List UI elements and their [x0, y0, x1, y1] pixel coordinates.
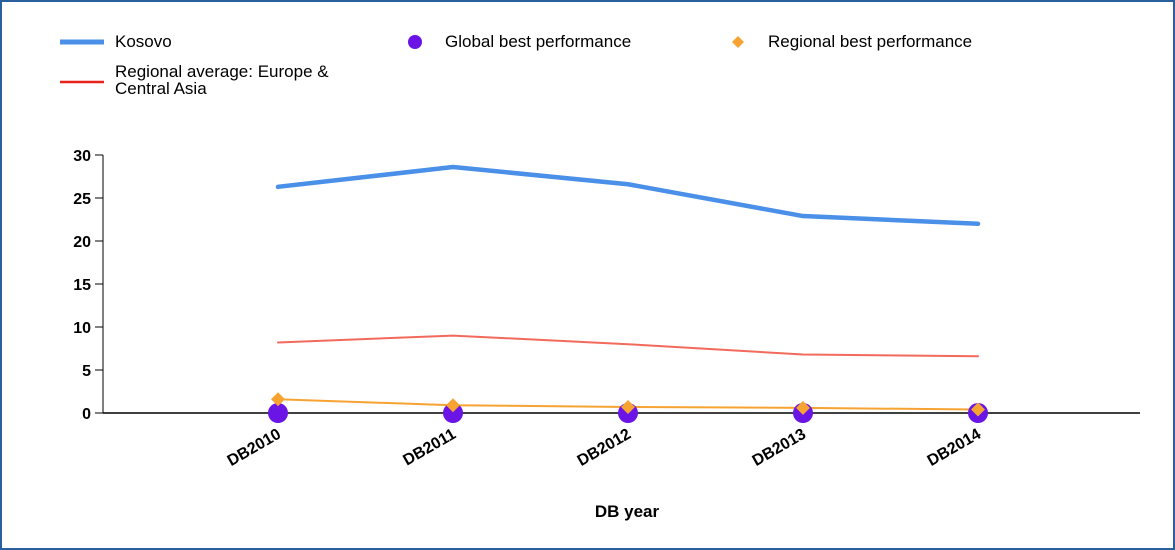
- x-tick-label: DB2012: [575, 426, 634, 470]
- series-marker: [621, 399, 635, 414]
- y-tick-label: 5: [82, 363, 91, 380]
- series-marker: [971, 402, 985, 417]
- series-marker: [443, 403, 463, 423]
- legend-label: Kosovo: [115, 32, 172, 51]
- series-line: [277, 334, 979, 358]
- x-tick-label: DB2014: [925, 426, 984, 470]
- series-marker: [446, 398, 460, 413]
- legend-label: Regional best performance: [768, 32, 973, 51]
- y-tick-label: 10: [73, 320, 91, 337]
- x-tick-label: DB2011: [400, 426, 459, 470]
- y-tick-label: 0: [82, 406, 91, 423]
- y-tick-label: 25: [73, 191, 91, 208]
- x-axis-label: DB year: [595, 502, 660, 521]
- legend-label: Regional average: Europe & Central Asia: [115, 62, 329, 98]
- series-marker: [796, 400, 810, 415]
- y-tick-label: 15: [73, 277, 91, 294]
- legend-swatch: [408, 35, 422, 49]
- x-tick-label: DB2013: [750, 426, 809, 470]
- x-tick-label: DB2010: [225, 426, 284, 470]
- legend-label: Global best performance: [445, 32, 632, 51]
- series-marker: [271, 392, 285, 407]
- y-tick-label: 20: [73, 234, 91, 251]
- series-line: [275, 164, 981, 227]
- series-marker: [268, 403, 288, 423]
- legend-swatch: [732, 36, 744, 48]
- y-tick-label: 30: [73, 148, 91, 165]
